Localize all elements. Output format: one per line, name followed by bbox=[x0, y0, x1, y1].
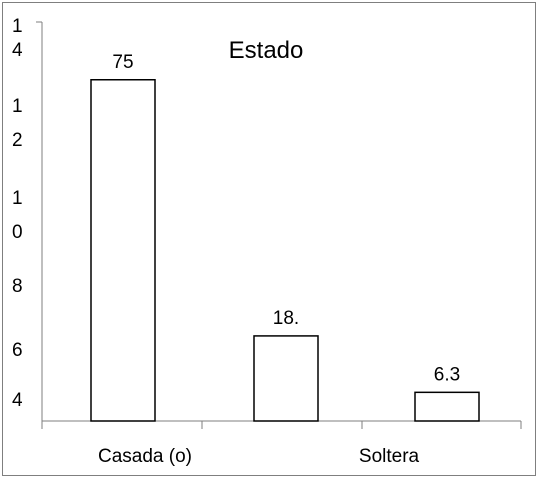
x-tick-label-casada: Casada (o) bbox=[98, 446, 192, 467]
bar-3 bbox=[414, 391, 480, 422]
bar-2 bbox=[253, 335, 319, 422]
y-tick-line-2: 4 bbox=[12, 40, 23, 61]
data-label-2: 18. bbox=[273, 308, 299, 329]
data-label-1: 75 bbox=[112, 52, 133, 73]
data-label-3: 6.3 bbox=[434, 364, 460, 385]
y-tick-line-1: 1 bbox=[12, 16, 23, 37]
chart-title: Estado bbox=[229, 37, 304, 64]
bars-group bbox=[90, 79, 480, 422]
x-axis-ticks bbox=[41, 421, 522, 429]
y-tick-label: 8 bbox=[12, 276, 23, 297]
data-labels-group: 75 18. 6.3 bbox=[112, 52, 460, 386]
y-tick-label: 6 bbox=[12, 340, 23, 361]
y-tick-label: 4 bbox=[12, 390, 23, 411]
x-tick-label-soltera: Soltera bbox=[359, 446, 420, 467]
bar-1 bbox=[90, 79, 156, 422]
